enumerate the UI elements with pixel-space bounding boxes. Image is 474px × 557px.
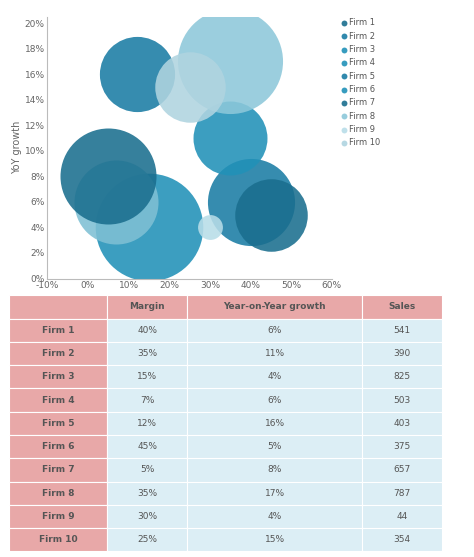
- Text: 375: 375: [393, 442, 410, 451]
- Bar: [187, 505, 362, 528]
- Bar: [9, 458, 107, 482]
- Text: Firm 8: Firm 8: [42, 488, 74, 498]
- Bar: [9, 435, 107, 458]
- Text: 44: 44: [396, 512, 408, 521]
- Point: [227, 134, 234, 143]
- Text: Firm 2: Firm 2: [42, 349, 74, 358]
- Text: 17%: 17%: [264, 488, 284, 498]
- Bar: [107, 295, 187, 319]
- Text: 5%: 5%: [140, 466, 155, 475]
- Bar: [9, 482, 107, 505]
- Text: 30%: 30%: [137, 512, 157, 521]
- Text: 787: 787: [393, 488, 410, 498]
- Bar: [187, 528, 362, 551]
- Bar: [187, 435, 362, 458]
- Text: 4%: 4%: [267, 372, 282, 381]
- Legend: Firm 1, Firm 2, Firm 3, Firm 4, Firm 5, Firm 6, Firm 7, Firm 8, Firm 9, Firm 10: Firm 1, Firm 2, Firm 3, Firm 4, Firm 5, …: [342, 18, 381, 147]
- Point: [186, 82, 193, 91]
- Bar: [187, 482, 362, 505]
- Bar: [362, 435, 442, 458]
- Point: [267, 210, 274, 219]
- Y-axis label: YoY growth: YoY growth: [12, 121, 22, 174]
- Bar: [107, 388, 187, 412]
- Bar: [362, 505, 442, 528]
- Bar: [187, 319, 362, 342]
- Bar: [362, 365, 442, 388]
- Bar: [362, 319, 442, 342]
- Text: Margin: Margin: [129, 302, 165, 311]
- Bar: [187, 388, 362, 412]
- Text: 6%: 6%: [267, 395, 282, 404]
- Bar: [362, 388, 442, 412]
- Bar: [187, 458, 362, 482]
- Text: 7%: 7%: [140, 395, 155, 404]
- Bar: [107, 342, 187, 365]
- Bar: [362, 412, 442, 435]
- Bar: [187, 342, 362, 365]
- Point: [113, 197, 120, 206]
- Text: 25%: 25%: [137, 535, 157, 544]
- Text: 16%: 16%: [264, 419, 284, 428]
- Bar: [9, 342, 107, 365]
- Text: 11%: 11%: [264, 349, 284, 358]
- Bar: [107, 435, 187, 458]
- Text: Firm 1: Firm 1: [42, 326, 74, 335]
- Bar: [362, 295, 442, 319]
- Text: 35%: 35%: [137, 349, 157, 358]
- Bar: [362, 528, 442, 551]
- Point: [133, 70, 141, 79]
- Bar: [9, 295, 107, 319]
- Text: Sales: Sales: [388, 302, 416, 311]
- Text: 45%: 45%: [137, 442, 157, 451]
- Text: Firm 10: Firm 10: [39, 535, 78, 544]
- Bar: [107, 319, 187, 342]
- Point: [247, 197, 255, 206]
- Text: 6%: 6%: [267, 326, 282, 335]
- Text: 825: 825: [393, 372, 410, 381]
- Point: [206, 223, 214, 232]
- Bar: [107, 528, 187, 551]
- Point: [227, 57, 234, 66]
- Text: 40%: 40%: [137, 326, 157, 335]
- Text: 657: 657: [393, 466, 410, 475]
- Text: 4%: 4%: [267, 512, 282, 521]
- Text: Firm 6: Firm 6: [42, 442, 74, 451]
- Bar: [362, 482, 442, 505]
- Text: Year-on-Year growth: Year-on-Year growth: [223, 302, 326, 311]
- Bar: [362, 458, 442, 482]
- Bar: [9, 365, 107, 388]
- Text: Firm 3: Firm 3: [42, 372, 74, 381]
- Text: Firm 4: Firm 4: [42, 395, 75, 404]
- Text: 5%: 5%: [267, 442, 282, 451]
- Bar: [107, 458, 187, 482]
- Bar: [9, 319, 107, 342]
- Text: 503: 503: [393, 395, 410, 404]
- Bar: [107, 412, 187, 435]
- Bar: [9, 505, 107, 528]
- Text: 541: 541: [393, 326, 410, 335]
- Text: Firm 5: Firm 5: [42, 419, 74, 428]
- Text: 12%: 12%: [137, 419, 157, 428]
- Bar: [107, 365, 187, 388]
- Bar: [107, 505, 187, 528]
- Text: 390: 390: [393, 349, 410, 358]
- Text: 15%: 15%: [137, 372, 157, 381]
- Point: [105, 172, 112, 181]
- Bar: [9, 412, 107, 435]
- Bar: [187, 412, 362, 435]
- Text: Firm 9: Firm 9: [42, 512, 75, 521]
- Text: 15%: 15%: [264, 535, 284, 544]
- Point: [145, 223, 153, 232]
- Bar: [362, 342, 442, 365]
- Text: 8%: 8%: [267, 466, 282, 475]
- Text: 35%: 35%: [137, 488, 157, 498]
- Bar: [107, 482, 187, 505]
- Text: Firm 7: Firm 7: [42, 466, 75, 475]
- Text: 403: 403: [393, 419, 410, 428]
- Bar: [9, 388, 107, 412]
- Bar: [187, 365, 362, 388]
- Text: 354: 354: [393, 535, 410, 544]
- Bar: [187, 295, 362, 319]
- Bar: [9, 528, 107, 551]
